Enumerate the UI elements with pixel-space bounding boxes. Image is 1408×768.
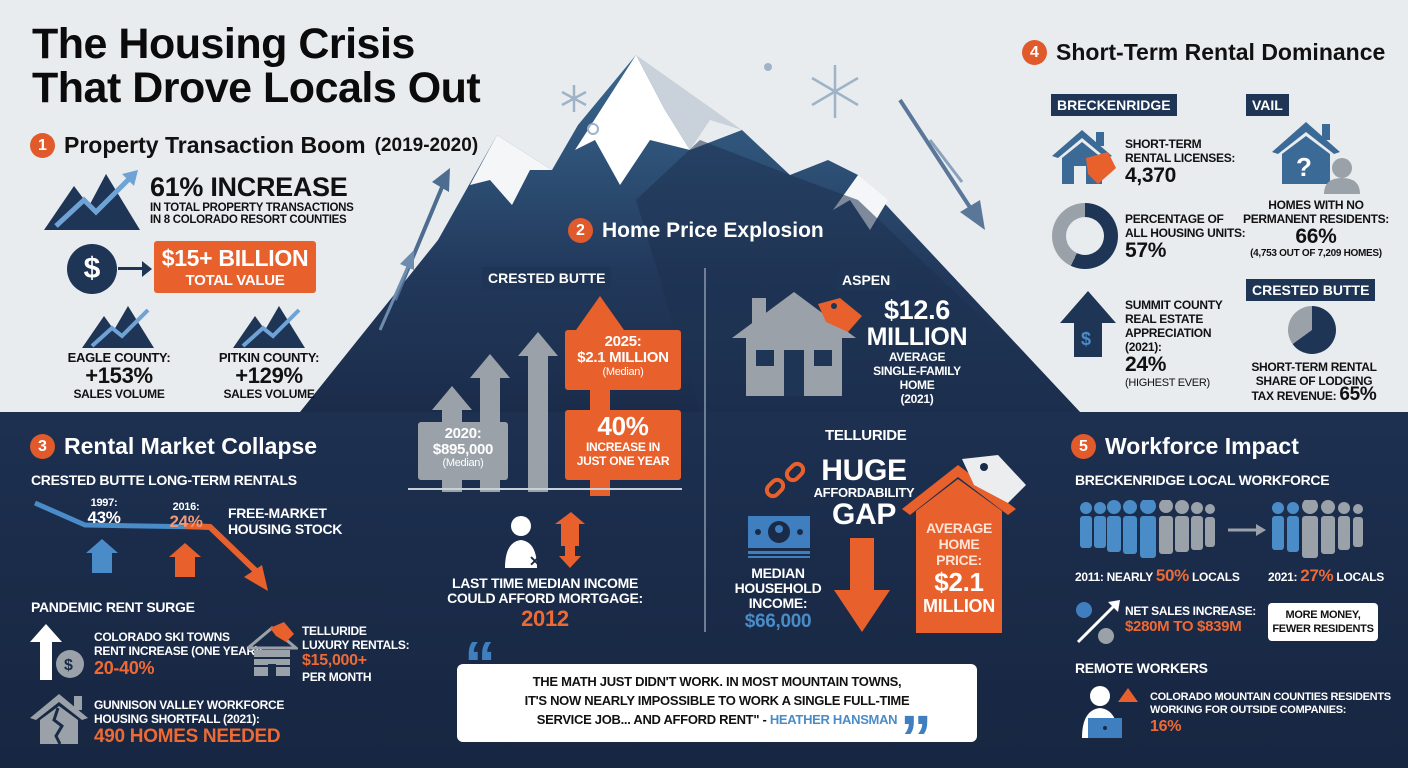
house-question-icon: ? [1272, 122, 1360, 194]
crested-butte-tag: CRESTED BUTTE [482, 267, 612, 289]
arrow-right-icon [118, 267, 146, 270]
transactions-desc: IN TOTAL PROPERTY TRANSACTIONS IN 8 COLO… [150, 202, 354, 226]
pitkin-mountain-icon [233, 306, 305, 348]
quote-author: HEATHER HANSMAN [769, 712, 898, 727]
remote-workers-heading: REMOTE WORKERS [1075, 660, 1208, 676]
pitkin-county-stat: PITKIN COUNTY: +129% SALES VOLUME [218, 350, 320, 401]
section-1-heading: 1 Property Transaction Boom (2019-2020) [30, 132, 478, 159]
workforce-2021-stat: 2021: 27% LOCALS [1268, 566, 1384, 585]
cracked-house-icon [30, 694, 88, 744]
cash-icon [748, 516, 810, 558]
person-broken-house-icon: ✕ [505, 512, 585, 569]
remote-workers-stat: COLORADO MOUNTAIN COUNTIES RESIDENTS WOR… [1150, 691, 1391, 735]
section-5-heading: 5 Workforce Impact [1071, 433, 1299, 460]
crested-butte-str-tag: CRESTED BUTTE [1246, 279, 1376, 301]
rent-up-dollar-icon: $ [30, 624, 84, 680]
house-price-tag-icon [732, 292, 862, 396]
workforce-2011-stat: 2011: NEARLY 50% LOCALS [1075, 566, 1240, 585]
total-value-box: $15+ BILLION TOTAL VALUE [154, 241, 316, 293]
ski-towns-stat: COLORADO SKI TOWNS RENT INCREASE (ONE YE… [94, 630, 263, 678]
orange-house-icon [902, 455, 1026, 633]
increase-40-box: 40% INCREASE IN JUST ONE YEAR [565, 410, 681, 480]
price-2020-box: 2020: $895,000 (Median) [418, 422, 508, 480]
page-title: The Housing Crisis That Drove Locals Out [32, 20, 481, 112]
broken-chain-icon [764, 461, 806, 499]
gunnison-stat: GUNNISON VALLEY WORKFORCE HOUSING SHORTF… [94, 698, 285, 747]
svg-text:?: ? [1296, 152, 1312, 182]
aspen-stat: $12.6 MILLION AVERAGE SINGLE-FAMILY HOME… [866, 295, 968, 406]
median-income-stat: MEDIAN HOUSEHOLD INCOME: $66,000 [734, 565, 822, 633]
lodging-tax-stat: SHORT-TERM RENTAL SHARE OF LODGING TAX R… [1251, 360, 1377, 405]
section-3-heading: 3 Rental Market Collapse [30, 433, 317, 460]
pie-chart-65 [1288, 306, 1336, 354]
average-home-price-stat: AVERAGE HOME PRICE: $2.1 MILLION [923, 520, 995, 616]
quote-text: THE MATH JUST DIDN'T WORK. IN MOST MOUNT… [524, 674, 910, 727]
sales-growth-icon [1076, 600, 1120, 644]
mortgage-stat: LAST TIME MEDIAN INCOME COULD AFFORD MOR… [447, 575, 643, 632]
aspen-tag: ASPEN [836, 269, 897, 291]
eagle-county-stat: EAGLE COUNTY: +153% SALES VOLUME [67, 350, 171, 401]
close-quote-icon: ” [900, 702, 932, 768]
transactions-increase: 61% INCREASE [150, 172, 348, 202]
more-money-callout: MORE MONEY, FEWER RESIDENTS [1268, 603, 1378, 641]
vail-no-residents-stat: HOMES WITH NO PERMANENT RESIDENTS: 66% (… [1242, 198, 1389, 259]
svg-text:$: $ [1081, 329, 1091, 349]
price-2025-box: 2025: $2.1 MILLION (Median) [565, 330, 681, 390]
svg-text:$: $ [64, 657, 73, 674]
house-license-tag-icon [1052, 130, 1116, 184]
rental-1997-stat: 1997: 43% [87, 497, 121, 527]
rentals-subheading: CRESTED BUTTE LONG-TERM RENTALS [31, 472, 297, 488]
dollar-icon: $ [67, 244, 117, 294]
vail-tag: VAIL [1246, 94, 1289, 116]
section-2-heading: 2 Home Price Explosion [568, 218, 824, 243]
snowflake-icon [561, 65, 859, 118]
workforce-subheading: BRECKENRIDGE LOCAL WORKFORCE [1075, 472, 1330, 488]
remote-worker-laptop-icon [1082, 686, 1138, 738]
str-licenses-stat: SHORT-TERM RENTAL LICENSES: 4,370 [1125, 137, 1236, 187]
workforce-people-icon [1080, 500, 1363, 558]
summit-appreciation-stat: SUMMIT COUNTY REAL ESTATE APPRECIATION (… [1125, 298, 1223, 389]
net-sales-stat: NET SALES INCREASE: $280M TO $839M [1125, 604, 1256, 635]
telluride-luxury-stat: TELLURIDE LUXURY RENTALS: $15,000+ PER M… [302, 624, 410, 684]
donut-chart-57 [1052, 203, 1118, 269]
mountain-growth-icon [44, 170, 140, 230]
breckenridge-tag: BRECKENRIDGE [1051, 94, 1177, 116]
open-quote-icon: “ [464, 628, 496, 700]
housing-stock-label: FREE-MARKET HOUSING STOCK [228, 505, 343, 537]
cabin-tag-icon [248, 622, 298, 676]
quote-box [457, 664, 977, 742]
snowcap [470, 135, 552, 205]
housing-units-stat: PERCENTAGE OF ALL HOUSING UNITS: 57% [1125, 212, 1246, 262]
section-4-heading: 4 Short-Term Rental Dominance [1022, 39, 1385, 66]
pandemic-surge-heading: PANDEMIC RENT SURGE [31, 599, 195, 615]
rental-2016-stat: 2016: 24% [169, 501, 203, 531]
up-arrow-dollar-icon: $ [1060, 291, 1116, 357]
eagle-mountain-icon [82, 306, 154, 348]
affordability-gap: HUGE AFFORDABILITY GAP [813, 454, 915, 531]
telluride-tag: TELLURIDE [825, 427, 907, 444]
svg-text:✕: ✕ [529, 553, 541, 569]
down-arrow-icon [834, 538, 890, 632]
rental-decline-line-icon [33, 500, 268, 591]
